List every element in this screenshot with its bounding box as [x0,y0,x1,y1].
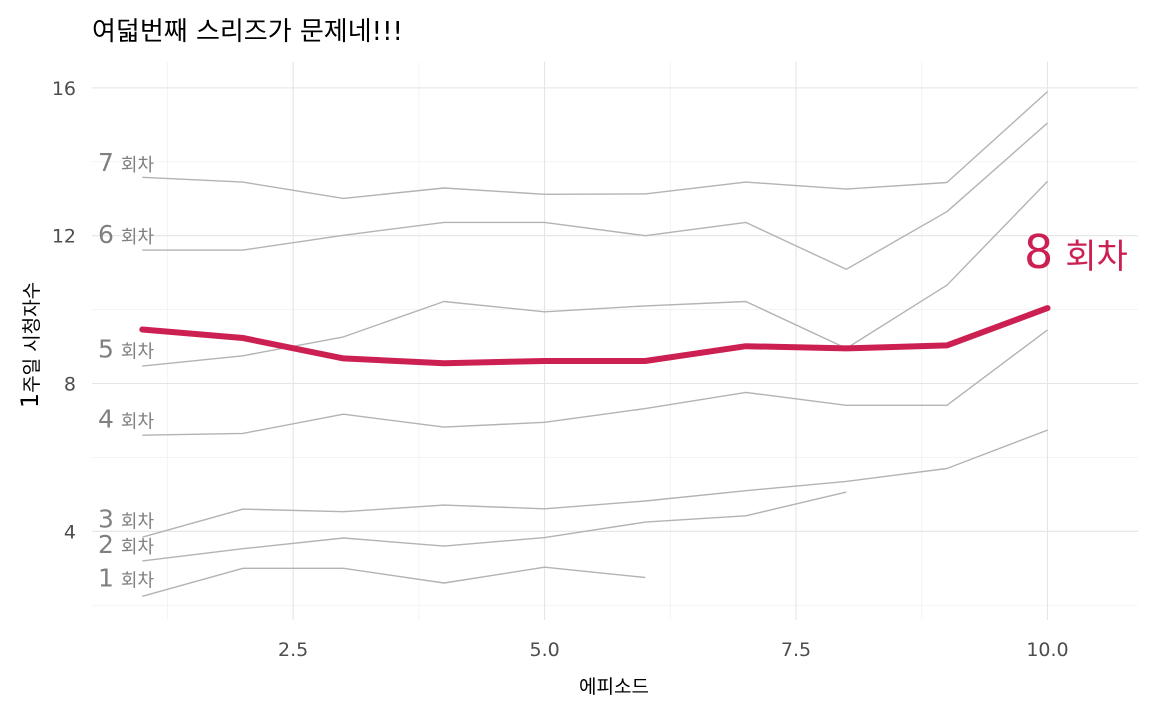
series-label-4: 4 회차 [98,405,154,434]
x-tick-label: 7.5 [781,639,811,661]
series-labels: 1 회차 2 회차 3 회차 4 회차 5 회차 6 회차 7 회차 8 회차 [98,148,1128,593]
y-axis-title: 1주일 시청자수 [16,282,44,408]
x-tick-label: 5.0 [529,639,559,661]
series-label-number: 7 [98,148,114,177]
series-label-6: 6 회차 [98,220,154,249]
series-label-2: 2 회차 [98,530,154,559]
series-label-number: 6 [98,220,114,249]
series-label-suffix: 회차 [121,537,155,558]
y-axis-title-text: 주일 시청자수 [21,282,43,393]
series-label-number: 1 [98,564,114,593]
x-tick-label: 10.0 [1026,639,1068,661]
series-line-6 [142,122,1048,270]
y-axis-title-number: 1 [16,393,44,408]
series-label-5: 5 회차 [98,334,154,363]
series-label-suffix: 회차 [121,412,155,433]
series-line-1 [142,566,646,597]
x-axis-title: 에피소드 [579,676,649,698]
series-line-3 [142,429,1048,538]
y-tick-label: 8 [64,373,76,395]
chart-title: 여덟번째 스리즈가 문제네!!! [92,17,403,47]
series-label-3: 3 회차 [98,504,154,533]
series-label-suffix: 회차 [121,571,155,592]
series-label-number: 8 [1024,225,1053,279]
x-tick-label: 2.5 [278,639,308,661]
series-line-7 [142,91,1048,200]
series-line-8-highlight [139,305,1051,367]
y-tick-label: 12 [52,226,76,248]
series-label-number: 5 [98,334,114,363]
y-tick-label: 16 [52,78,76,100]
series-line-4 [142,329,1048,436]
series-line-2 [142,491,847,562]
series-label-8: 8 회차 [1024,225,1128,279]
series-label-7: 7 회차 [98,148,154,177]
series-label-suffix: 회차 [1065,237,1128,277]
series-line-5 [142,180,1049,367]
y-tick-label: 4 [64,521,76,543]
series-label-number: 3 [98,504,114,533]
series-label-suffix: 회차 [121,155,155,176]
series-label-number: 4 [98,405,114,434]
series-label-suffix: 회차 [121,227,155,248]
series-label-suffix: 회차 [121,341,155,362]
series-lines [139,91,1051,597]
series-label-suffix: 회차 [121,511,155,532]
series-label-1: 1 회차 [98,564,154,593]
grid [92,62,1138,620]
series-label-number: 2 [98,530,114,559]
